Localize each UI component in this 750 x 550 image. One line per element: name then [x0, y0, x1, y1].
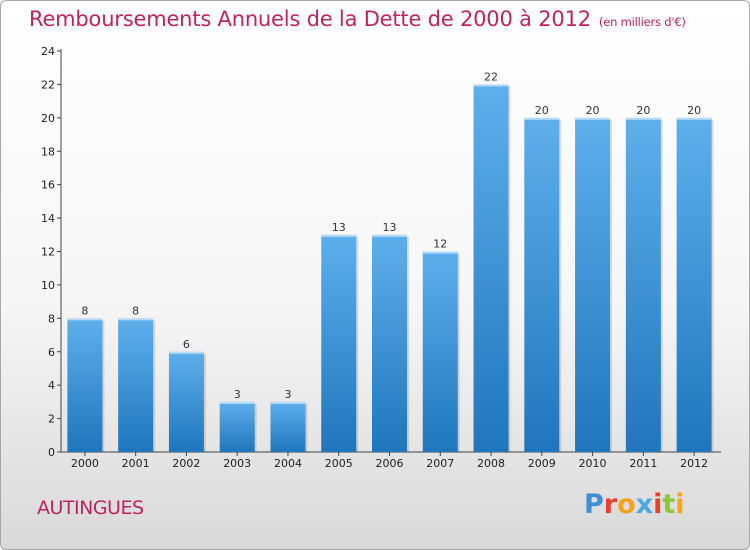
y-tick-label: 18: [41, 145, 55, 158]
value-label: 22: [484, 70, 498, 83]
value-label: 12: [433, 238, 447, 251]
title-text: Remboursements Annuels de la Dette de 20…: [29, 7, 591, 31]
commune-name: AUTINGUES: [37, 497, 144, 519]
bar-highlight: [575, 117, 611, 120]
x-tick-label: 2000: [71, 457, 99, 470]
y-tick-label: 6: [48, 346, 55, 359]
x-tick-label: 2001: [122, 457, 150, 470]
bars: [67, 84, 714, 453]
value-label: 20: [535, 104, 549, 117]
x-tick-label: 2005: [325, 457, 353, 470]
value-label: 20: [636, 104, 650, 117]
bar: [676, 117, 712, 452]
y-tick-label: 8: [48, 312, 55, 325]
bar: [575, 117, 611, 452]
logo-letter: P: [584, 489, 604, 520]
value-label: 20: [586, 104, 600, 117]
bar: [422, 251, 458, 452]
chart-subtitle: (en milliers d'€): [598, 15, 686, 29]
bar-highlight: [219, 401, 255, 404]
x-tick-label: 2006: [376, 457, 404, 470]
y-tick-label: 22: [41, 78, 55, 91]
value-label: 3: [234, 388, 241, 401]
proxiti-logo: Proxiti: [584, 489, 685, 520]
y-tick-label: 4: [48, 379, 55, 392]
bar-highlight: [676, 117, 712, 120]
bar: [270, 401, 306, 452]
logo-letter: r: [603, 489, 618, 520]
bar: [372, 234, 407, 452]
bar-highlight: [473, 84, 509, 87]
bar: [625, 117, 661, 452]
y-tick-label: 20: [41, 112, 55, 125]
x-tick-label: 2007: [426, 457, 454, 470]
bar: [219, 401, 255, 452]
x-tick-label: 2009: [528, 457, 556, 470]
chart-title: Remboursements Annuels de la Dette de 20…: [29, 7, 686, 31]
bar: [321, 234, 357, 452]
logo-letter: t: [662, 489, 676, 520]
y-tick-label: 0: [48, 446, 55, 459]
bar: [524, 117, 560, 452]
y-tick-label: 16: [41, 179, 55, 192]
value-label: 8: [132, 304, 139, 317]
logo-letter: o: [617, 489, 636, 520]
bar-highlight: [168, 351, 204, 354]
y-tick-label: 10: [41, 279, 55, 292]
y-tick-label: 14: [41, 212, 55, 225]
x-tick-label: 2002: [172, 457, 200, 470]
value-label: 13: [332, 221, 346, 234]
bar-highlight: [625, 117, 661, 120]
value-label: 8: [81, 304, 88, 317]
bar-highlight: [524, 117, 560, 120]
x-tick-label: 2011: [629, 457, 657, 470]
value-label: 20: [687, 104, 701, 117]
x-tick-label: 2004: [274, 457, 302, 470]
value-label: 13: [383, 221, 397, 234]
bar-highlight: [321, 234, 357, 237]
x-tick-label: 2008: [477, 457, 505, 470]
value-label: 6: [183, 338, 190, 351]
y-tick-label: 2: [48, 413, 55, 426]
logo-letter: i: [653, 489, 663, 520]
bar: [473, 84, 509, 453]
logo-letter: i: [675, 489, 685, 520]
bar: [168, 351, 204, 452]
bar: [67, 318, 103, 452]
x-tick-label: 2012: [680, 457, 708, 470]
bar-highlight: [67, 318, 103, 321]
labels: 2000 8 2001 8 2002 6 2003 3 2004 3 2005 13 2006 13 200…: [71, 70, 708, 470]
bar-highlight: [372, 234, 407, 237]
y-tick-label: 12: [41, 246, 55, 259]
bar: [118, 318, 154, 452]
x-tick-label: 2010: [579, 457, 607, 470]
x-tick-label: 2003: [223, 457, 251, 470]
bar-highlight: [270, 401, 306, 404]
bar-highlight: [118, 318, 154, 321]
value-label: 3: [284, 388, 291, 401]
bar-highlight: [422, 251, 458, 254]
logo-letter: x: [635, 489, 654, 520]
y-tick-label: 24: [41, 45, 55, 58]
